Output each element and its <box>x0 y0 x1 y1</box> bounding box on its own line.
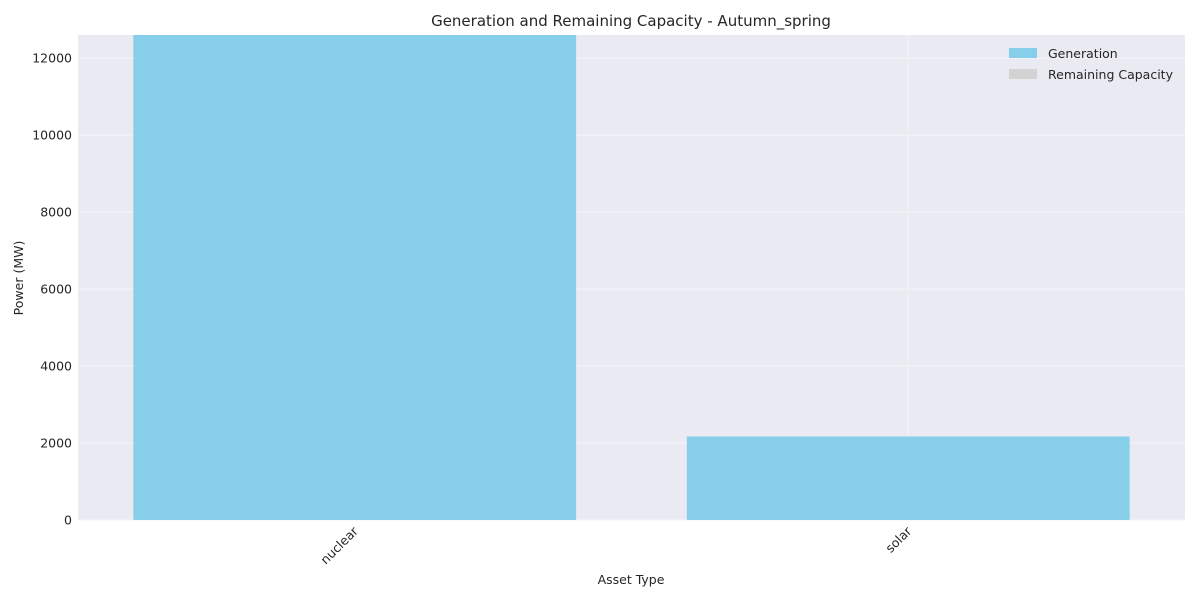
y-tick-label: 6000 <box>40 282 72 297</box>
y-tick-label: 8000 <box>40 205 72 220</box>
y-axis-label: Power (MW) <box>11 241 26 316</box>
x-axis-label: Asset Type <box>598 572 665 587</box>
x-tick-label: nuclear <box>317 523 361 567</box>
y-tick-label: 4000 <box>40 359 72 374</box>
bar-generation-solar <box>686 436 1130 520</box>
legend-label: Generation <box>1048 46 1118 61</box>
bars <box>133 35 1130 520</box>
y-tick-label: 0 <box>64 513 72 528</box>
y-tick-label: 2000 <box>40 436 72 451</box>
y-axis-ticks: 0 2000 4000 6000 8000 10000 12000 <box>32 51 72 528</box>
legend: Generation Remaining Capacity <box>1009 46 1174 82</box>
y-tick-label: 12000 <box>32 51 72 66</box>
x-axis-ticks: nuclear solar <box>317 523 915 567</box>
legend-label: Remaining Capacity <box>1048 67 1174 82</box>
chart-title: Generation and Remaining Capacity - Autu… <box>431 12 831 31</box>
y-tick-label: 10000 <box>32 128 72 143</box>
x-tick-label: solar <box>882 523 915 556</box>
legend-swatch <box>1009 69 1037 79</box>
bar-generation-nuclear <box>133 35 577 520</box>
legend-swatch <box>1009 48 1037 58</box>
